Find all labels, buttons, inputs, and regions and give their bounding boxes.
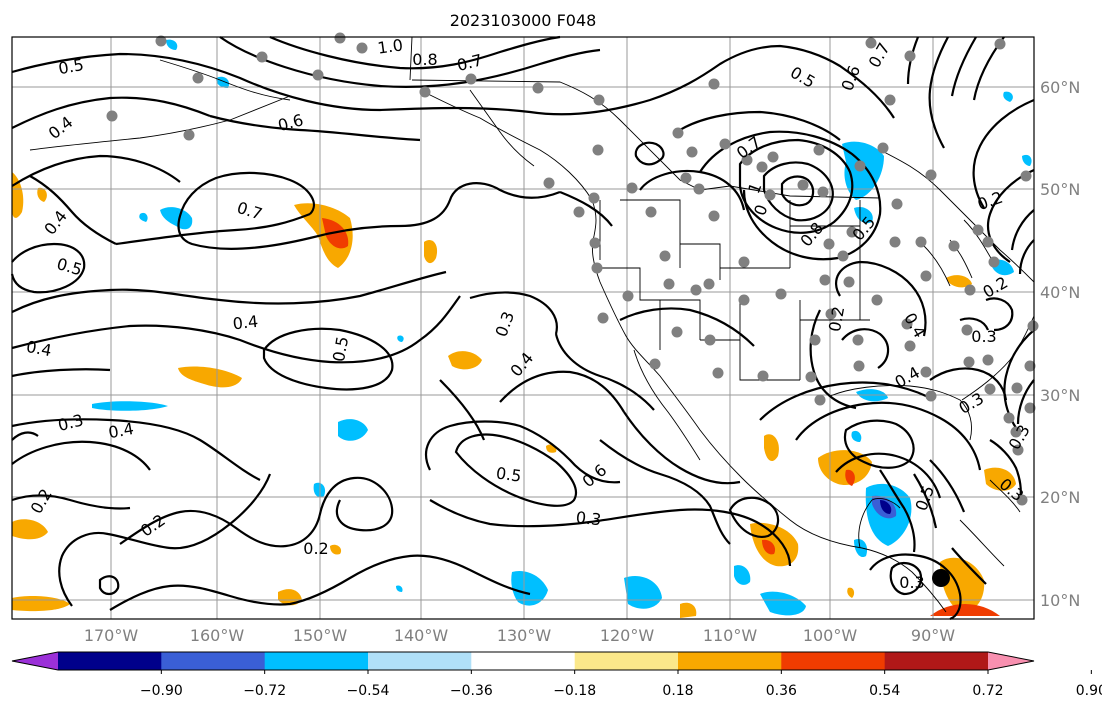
lat-tick-label: 50°N — [1040, 180, 1080, 199]
contour-label: 0.4 — [25, 337, 53, 360]
colorbar-max-extension — [988, 652, 1034, 670]
colorbar-cell — [161, 652, 266, 670]
lon-tick-label: 160°W — [190, 626, 245, 645]
colorbar-tick-label: −0.54 — [347, 683, 390, 699]
contour-label: 0.8 — [412, 50, 437, 69]
longitude-tick-labels: 170°W 160°W 150°W 140°W 130°W 120°W 110°… — [84, 626, 955, 645]
contour-label: 0.4 — [107, 419, 135, 442]
contour-label: 0.3 — [971, 327, 996, 346]
station-markers — [106, 32, 1039, 506]
map-frame — [11, 36, 1035, 620]
colorbar-cell — [678, 652, 782, 670]
contour-label: 0.2 — [825, 305, 848, 333]
contour-label: 0.5 — [57, 55, 85, 78]
map-panel: 1.0 0.8 0.7 0.5 0.4 0.6 0.7 0.5 0.4 0.4 … — [10, 32, 1039, 621]
lon-tick-label: 170°W — [84, 626, 139, 645]
highlight-station-marker — [932, 569, 950, 587]
latitude-tick-labels: 60°N 50°N 40°N 30°N 20°N 10°N — [1040, 78, 1080, 610]
colorbar-tick-label: 0.72 — [972, 683, 1003, 699]
colorbar-tick-label: −0.36 — [450, 683, 493, 699]
lon-tick-label: 110°W — [703, 626, 758, 645]
lon-tick-label: 100°W — [803, 626, 858, 645]
lon-tick-label: 120°W — [600, 626, 655, 645]
contour-label: 0.2 — [303, 539, 328, 558]
colorbar-cell — [368, 652, 472, 670]
colorbar-tick-label: −0.90 — [140, 683, 183, 699]
colorbar-tick-label: 0.90 — [1076, 683, 1102, 699]
lat-tick-label: 30°N — [1040, 386, 1080, 405]
lat-tick-label: 40°N — [1040, 283, 1080, 302]
contour-label: 0.3 — [575, 508, 602, 530]
contour-label: 0.3 — [899, 573, 924, 592]
contour-label: 0.4 — [232, 312, 259, 334]
colorbar-cell — [781, 652, 886, 670]
colorbar-cell — [264, 652, 369, 670]
map-title: 2023103000 F048 — [450, 11, 597, 30]
colorbar-tick-label: 0.18 — [662, 683, 693, 699]
lat-tick-label: 20°N — [1040, 488, 1080, 507]
colorbar-tick-label: −0.72 — [243, 683, 286, 699]
colorbar-tick-label: −0.18 — [553, 683, 596, 699]
lon-tick-label: 140°W — [394, 626, 449, 645]
colorbar-tick-label: 0.54 — [869, 683, 900, 699]
lat-tick-label: 10°N — [1040, 591, 1080, 610]
contours — [10, 35, 1035, 621]
lon-tick-label: 150°W — [293, 626, 348, 645]
colorbar-min-extension — [12, 652, 58, 670]
colorbar-tick-label: 0.36 — [766, 683, 797, 699]
contour-label: 0.5 — [329, 335, 352, 363]
colorbar-cell — [884, 652, 989, 670]
lon-tick-label: 130°W — [497, 626, 552, 645]
colorbar-cell — [471, 652, 576, 670]
colorbar: −0.90 −0.72 −0.54 −0.36 −0.18 0.18 0.36 0.54 0.7… — [11, 651, 1102, 699]
colorbar-cell — [574, 652, 679, 670]
colorbar-cell — [58, 652, 162, 670]
contour-label: 1.0 — [376, 35, 404, 57]
lat-tick-label: 60°N — [1040, 78, 1080, 97]
contour-label: 0.5 — [495, 463, 523, 485]
coastlines — [29, 36, 1035, 613]
lon-tick-label: 90°W — [911, 626, 955, 645]
